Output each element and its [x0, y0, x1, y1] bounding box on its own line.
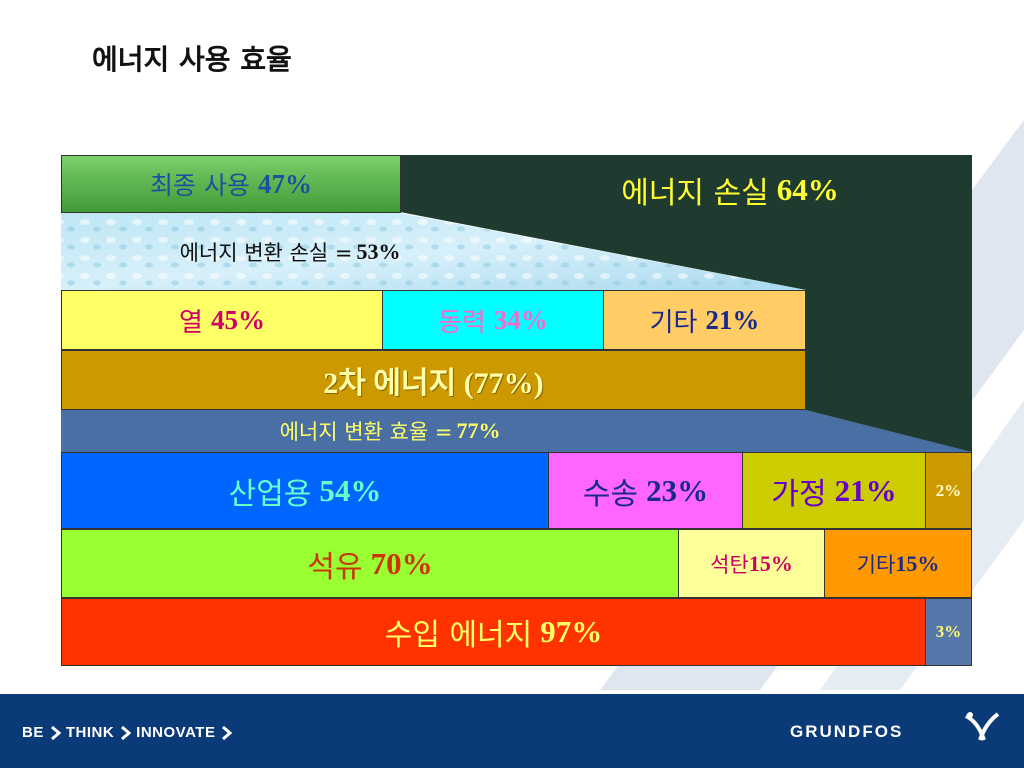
transport-label: 수송	[582, 476, 639, 512]
industry-box: 산업용 54%	[61, 452, 549, 529]
coal-box: 석탄 15%	[678, 529, 825, 598]
other-secondary-box: 기타 21%	[603, 290, 806, 350]
transport-box: 수송 23%	[548, 452, 743, 529]
energy-loss-box: 에너지 손실 64%	[500, 160, 960, 220]
imported-energy-value: 97%	[540, 614, 603, 649]
secondary-energy-box: 2차 에너지 (77%)	[61, 350, 806, 410]
energy-loss-label: 에너지 손실	[621, 176, 769, 211]
heat-value: 45%	[210, 304, 265, 335]
household-value: 21%	[834, 472, 897, 508]
misc-use-box: 2%	[925, 452, 972, 529]
household-box: 가정 21%	[742, 452, 926, 529]
slogan-innovate: INNOVATE	[136, 724, 216, 741]
heat-label: 열	[179, 307, 203, 338]
brand-name: GRUNDFOS	[790, 722, 904, 741]
other-secondary-label: 기타	[649, 307, 698, 338]
household-label: 가정	[771, 476, 827, 512]
other-fuel-value: 15%	[895, 550, 940, 576]
heat-box: 열 45%	[61, 290, 383, 350]
conversion-loss-box: 에너지 변환 손실 = 53%	[120, 230, 460, 274]
other-fuel-box: 기타 15%	[824, 529, 972, 598]
transport-value: 23%	[646, 472, 709, 508]
imported-energy-box: 수입 에너지 97%	[61, 598, 926, 666]
chevron-right-icon	[222, 725, 233, 740]
footer-bar: BE THINK INNOVATE GRUNDFOS	[0, 694, 1024, 768]
domestic-energy-box: 3%	[925, 598, 972, 666]
slogan: BE THINK INNOVATE	[22, 724, 235, 741]
final-use-value: 47%	[257, 168, 312, 199]
grundfos-logo-icon	[965, 712, 1000, 741]
final-use-box: 최종 사용 47%	[61, 155, 401, 213]
slogan-think: THINK	[65, 724, 115, 741]
oil-value: 70%	[370, 545, 433, 581]
conversion-efficiency-value: 77%	[456, 418, 501, 443]
other-fuel-label: 기타	[856, 552, 896, 577]
slogan-be: BE	[22, 724, 44, 741]
conversion-efficiency-label: 에너지 변환 효율 =	[279, 420, 453, 444]
power-label: 동력	[438, 307, 486, 338]
energy-loss-value: 64%	[776, 172, 839, 207]
page-title: 에너지 사용 효율	[92, 43, 292, 76]
secondary-energy-text: 2차 에너지 (77%)	[323, 367, 544, 400]
imported-energy-label: 수입 에너지	[384, 618, 533, 653]
industry-label: 산업용	[228, 476, 312, 512]
oil-box: 석유 70%	[61, 529, 679, 598]
coal-value: 15%	[748, 550, 793, 576]
oil-label: 석유	[307, 549, 363, 585]
chevron-right-icon	[121, 725, 132, 740]
power-value: 34%	[493, 304, 548, 335]
chevron-right-icon	[50, 725, 61, 740]
power-box: 동력 34%	[382, 290, 604, 350]
domestic-energy-value: 3%	[935, 622, 962, 641]
conversion-loss-value: 53%	[356, 239, 401, 264]
other-secondary-value: 21%	[705, 304, 760, 335]
coal-label: 석탄	[710, 552, 749, 577]
industry-value: 54%	[319, 472, 382, 508]
misc-use-value: 2%	[935, 480, 962, 500]
final-use-label: 최종 사용	[150, 171, 250, 200]
conversion-loss-label: 에너지 변환 손실 =	[179, 241, 353, 265]
conversion-efficiency-box: 에너지 변환 효율 = 77%	[170, 412, 610, 450]
